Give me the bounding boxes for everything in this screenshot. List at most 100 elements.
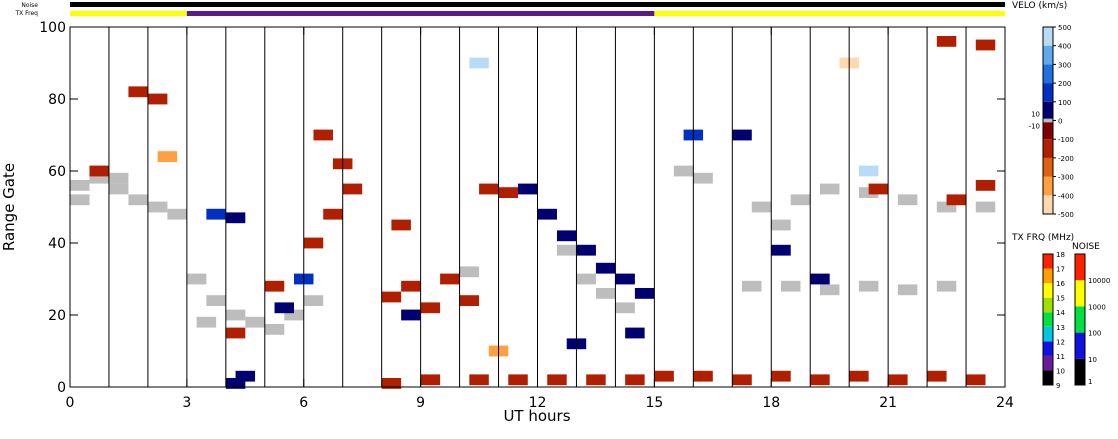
scatter-cell bbox=[537, 208, 557, 220]
noise-colorbar-segment bbox=[1075, 306, 1085, 333]
colorbar-segment bbox=[1043, 176, 1053, 196]
y-tick-label: 100 bbox=[39, 20, 66, 36]
freq-tick-label: 15 bbox=[1056, 295, 1065, 303]
scatter-cell bbox=[790, 194, 811, 206]
x-tick-label: 21 bbox=[879, 395, 897, 411]
scatter-cell bbox=[401, 309, 421, 321]
scatter-cell bbox=[897, 284, 918, 296]
freq-tick-label: 14 bbox=[1056, 309, 1065, 317]
scatter-cell bbox=[975, 180, 996, 191]
colorbar-segment bbox=[1043, 45, 1053, 65]
x-tick-label: 18 bbox=[762, 395, 780, 411]
scatter-cell bbox=[157, 151, 178, 162]
freq-colorbar-segment bbox=[1043, 268, 1053, 284]
scatter-cell bbox=[108, 183, 129, 195]
noise-title: NOISE bbox=[1072, 242, 1100, 252]
freq-colorbar-segment bbox=[1043, 355, 1053, 371]
scatter-cell bbox=[128, 86, 148, 98]
colorbar-tick-label: -300 bbox=[1058, 174, 1074, 182]
noise-colorbar-segment bbox=[1075, 332, 1085, 359]
scatter-cell bbox=[167, 208, 187, 220]
y-tick-label: 80 bbox=[48, 92, 66, 108]
colorbar-segment bbox=[1043, 195, 1053, 214]
colorbar-segment bbox=[1043, 27, 1053, 46]
scatter-cell bbox=[225, 212, 246, 224]
scatter-cell bbox=[264, 280, 285, 292]
scatter-cell bbox=[751, 201, 772, 213]
scatter-cell bbox=[498, 187, 519, 198]
scatter-cell bbox=[274, 302, 295, 314]
scatter-cell bbox=[469, 57, 489, 69]
colorbar-segment bbox=[1043, 120, 1053, 140]
scatter-cell bbox=[576, 244, 596, 256]
scatter-cell bbox=[975, 201, 996, 213]
scatter-cell bbox=[693, 370, 713, 382]
scatter-cell bbox=[440, 273, 460, 285]
x-tick-label: 0 bbox=[66, 395, 75, 411]
scatter-cell bbox=[225, 378, 246, 389]
freq-tick-label: 9 bbox=[1056, 382, 1060, 390]
scatter-cell bbox=[70, 180, 90, 191]
scatter-cell bbox=[547, 374, 567, 386]
noise-colorbar-segment bbox=[1075, 358, 1085, 385]
scatter-cell bbox=[303, 237, 324, 249]
colorbar-segment bbox=[1043, 83, 1053, 102]
scatter-cell bbox=[693, 172, 713, 184]
scatter-cell bbox=[303, 295, 324, 306]
colorbar-tick-label: 500 bbox=[1058, 24, 1071, 32]
freq-tick-label: 10 bbox=[1056, 367, 1065, 375]
scatter-cell bbox=[479, 183, 499, 195]
freq-tick-label: 18 bbox=[1056, 251, 1065, 259]
scatter-cell bbox=[868, 183, 889, 195]
scatter-cell bbox=[401, 280, 421, 292]
scatter-cell bbox=[284, 309, 304, 321]
noise-tick-label: 1 bbox=[1088, 378, 1092, 386]
scatter-cell bbox=[586, 374, 606, 386]
noise-tick-label: 10 bbox=[1088, 356, 1097, 364]
noise-tick-label: 10000 bbox=[1088, 277, 1110, 285]
noise-label: Noise bbox=[21, 2, 38, 9]
freq-tick-label: 12 bbox=[1056, 338, 1065, 346]
scatter-cell bbox=[936, 280, 957, 292]
scatter-cell bbox=[420, 302, 441, 314]
ground-tick-label: 10 bbox=[1031, 111, 1040, 119]
scatter-cell bbox=[927, 370, 947, 382]
scatter-cell bbox=[508, 374, 528, 386]
scatter-cell bbox=[323, 208, 343, 220]
scatter-cell bbox=[89, 165, 109, 177]
freq-colorbar-segment bbox=[1043, 341, 1053, 356]
colorbar-segment bbox=[1043, 139, 1053, 158]
colorbar-tick-label: -400 bbox=[1058, 192, 1074, 200]
scatter-cell bbox=[595, 288, 616, 299]
scatter-cell bbox=[556, 230, 577, 242]
scatter-cell bbox=[819, 284, 840, 296]
scatter-cell bbox=[381, 291, 402, 303]
freq-colorbar-segment bbox=[1043, 326, 1053, 342]
colorbar-tick-label: -500 bbox=[1058, 211, 1074, 219]
scatter-cell bbox=[108, 172, 129, 184]
scatter-cell bbox=[810, 273, 830, 285]
colorbar-tick-label: 0 bbox=[1058, 118, 1062, 126]
noise-colorbar-segment bbox=[1075, 280, 1085, 307]
colorbar-tick-label: 400 bbox=[1058, 43, 1071, 51]
y-tick-label: 60 bbox=[48, 164, 66, 180]
scatter-cell bbox=[128, 194, 148, 206]
scatter-cell bbox=[186, 273, 207, 285]
scatter-cell bbox=[459, 295, 480, 306]
colorbar-tick-label: 300 bbox=[1058, 61, 1071, 69]
scatter-cell bbox=[732, 374, 752, 386]
scatter-cell bbox=[576, 273, 596, 285]
noise-tick-label: 100 bbox=[1088, 330, 1101, 338]
freq-colorbar-segment bbox=[1043, 283, 1053, 298]
colorbar-tick-label: 100 bbox=[1058, 99, 1071, 107]
tx-freq-segment bbox=[70, 11, 187, 16]
scatter-cell bbox=[264, 324, 285, 335]
scatter-cell bbox=[147, 93, 168, 105]
scatter-cell bbox=[342, 183, 363, 195]
scatter-cell bbox=[391, 219, 411, 231]
ground-tick-label: -10 bbox=[1029, 122, 1040, 130]
scatter-cell bbox=[819, 183, 840, 195]
scatter-cell bbox=[469, 374, 489, 386]
scatter-cell bbox=[732, 129, 752, 141]
scatter-cell bbox=[742, 280, 762, 292]
